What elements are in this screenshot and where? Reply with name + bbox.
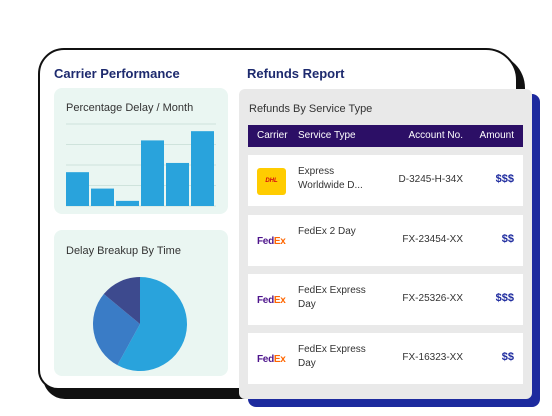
pie-slice <box>103 277 140 324</box>
delay-pie-chart <box>93 277 188 371</box>
fedex-logo: FedEx <box>257 236 286 247</box>
refunds-report-card: Refunds By Service Type Carrier Service … <box>239 89 532 399</box>
delay-bar <box>66 172 89 206</box>
table-row[interactable]: FedEx FedEx Express Day FX-25326-XX $$$ <box>248 274 523 325</box>
table-row[interactable]: FedEx FedEx Express Day FX-16323-XX $$ <box>248 333 523 384</box>
column-account-no: Account No. <box>408 130 463 141</box>
account-number: D-3245-H-34X <box>398 174 463 185</box>
delay-bar <box>141 140 164 206</box>
account-number: FX-23454-XX <box>402 234 463 245</box>
pie-slice <box>93 294 140 366</box>
refund-amount: $$ <box>501 351 514 363</box>
refund-amount: $$$ <box>495 292 514 304</box>
fedex-logo: FedEx <box>257 354 286 365</box>
service-type: FedEx 2 Day <box>298 226 356 237</box>
service-type: FedEx Express Day <box>298 285 366 310</box>
carrier-performance-title: Carrier Performance <box>54 66 180 81</box>
column-carrier: Carrier <box>257 130 288 141</box>
account-number: FX-16323-XX <box>402 352 463 363</box>
fedex-logo: FedEx <box>257 295 286 306</box>
refund-amount: $$ <box>501 233 514 245</box>
column-amount: Amount <box>479 130 514 141</box>
service-type: FedEx Express Day <box>298 344 366 369</box>
table-row[interactable]: FedEx FedEx 2 Day FX-23454-XX $$ <box>248 215 523 266</box>
breakup-chart-panel: Delay Breakup By Time <box>54 230 228 376</box>
account-number: FX-25326-XX <box>402 293 463 304</box>
delay-chart-title: Percentage Delay / Month <box>66 102 194 114</box>
refund-amount: $$$ <box>495 173 514 185</box>
refunds-report-title: Refunds Report <box>247 66 345 81</box>
breakup-chart-title: Delay Breakup By Time <box>66 245 181 257</box>
pie-slice <box>117 277 188 371</box>
table-row[interactable]: DHL Express Worldwide D... D-3245-H-34X … <box>248 155 523 206</box>
delay-bar <box>91 188 114 206</box>
refunds-table-header: Carrier Service Type Account No. Amount <box>248 125 523 147</box>
delay-bar <box>166 162 189 206</box>
service-type: Express Worldwide D... <box>298 166 363 191</box>
delay-bar <box>191 131 214 206</box>
dhl-logo: DHL <box>257 168 286 195</box>
delay-chart-panel: Percentage Delay / Month <box>54 88 228 214</box>
refunds-subtitle: Refunds By Service Type <box>249 103 373 115</box>
delay-bar-chart <box>66 123 216 207</box>
column-service-type: Service Type <box>298 130 356 141</box>
delay-bar <box>116 200 139 206</box>
